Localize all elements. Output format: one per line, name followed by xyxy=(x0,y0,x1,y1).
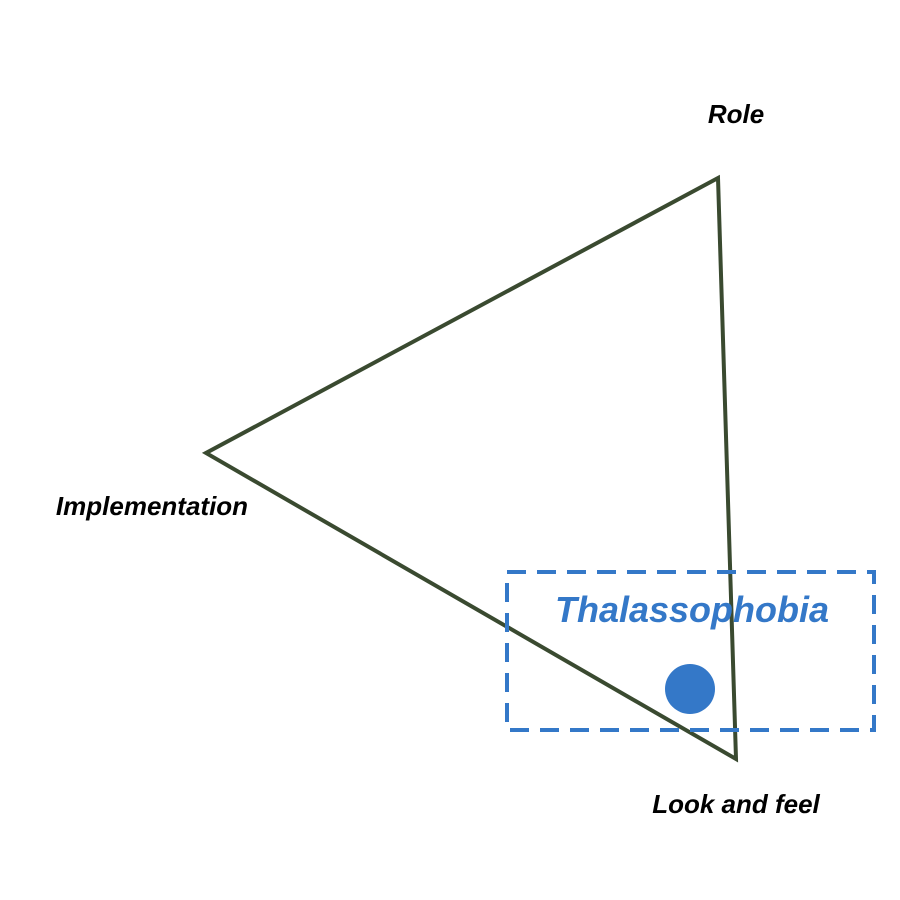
vertex-label-top: Role xyxy=(708,99,764,129)
triangle-shape xyxy=(201,174,739,763)
focus-label: Thalassophobia xyxy=(555,589,829,630)
focus-point xyxy=(665,664,715,714)
vertex-label-left: Implementation xyxy=(56,491,248,521)
vertex-label-bottom: Look and feel xyxy=(652,789,820,819)
focus-box xyxy=(505,570,876,732)
